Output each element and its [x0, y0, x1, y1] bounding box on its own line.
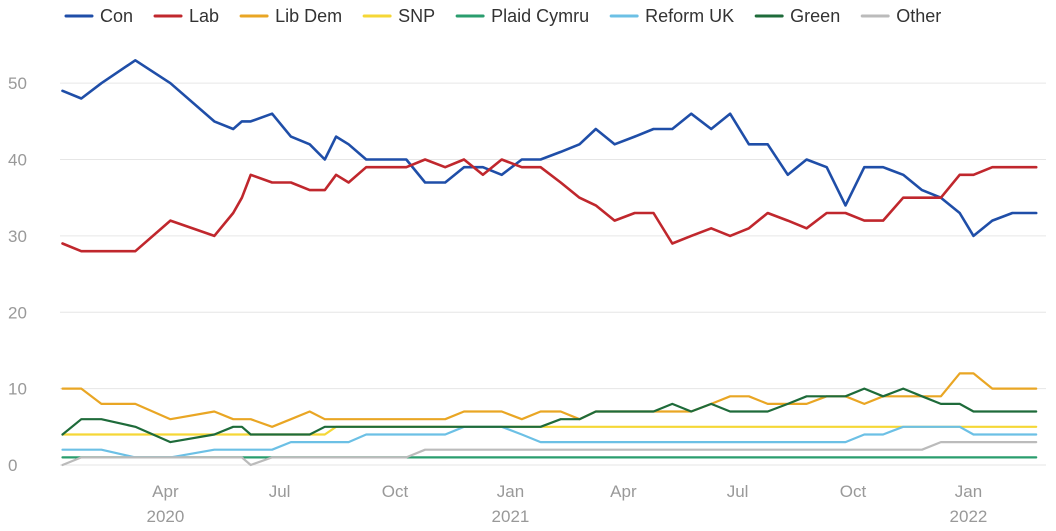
legend-label-con: Con [100, 6, 133, 26]
y-tick-label: 30 [8, 227, 27, 246]
x-tick-label: Jul [727, 482, 749, 501]
gridlines [60, 82, 1046, 466]
x-tick-label: Jul [269, 482, 291, 501]
y-tick-label: 50 [8, 74, 27, 93]
x-tick-label: Jan [955, 482, 982, 501]
legend-label-lib-dem: Lib Dem [275, 6, 342, 26]
series-line-other [61, 441, 1038, 467]
x-axis: Apr 2020 Jul Oct Jan 2021 Apr Jul Oct Jan 2022 [146, 482, 987, 526]
series-line-con [61, 58, 1038, 238]
y-tick-label: 40 [8, 151, 27, 170]
series-line-lab [61, 158, 1038, 253]
x-tick-year-label: 2022 [950, 507, 988, 526]
y-tick-label: 0 [8, 456, 17, 475]
x-tick-label: Apr [610, 482, 637, 501]
x-tick-label: Jan [497, 482, 524, 501]
legend-label-green: Green [790, 6, 840, 26]
series-line-lib-dem [61, 372, 1038, 428]
y-axis: 0 10 20 30 40 50 [8, 74, 27, 475]
series-lines [61, 58, 1038, 467]
x-tick-label: Oct [382, 482, 409, 501]
series-line-reform-uk [61, 425, 1038, 459]
x-tick-year-label: 2021 [492, 507, 530, 526]
legend-label-reform-uk: Reform UK [645, 6, 734, 26]
legend: Con Lab Lib Dem SNP Plaid Cymru Reform UK Gree… [64, 6, 941, 26]
legend-label-other: Other [896, 6, 941, 26]
series-line-green [61, 387, 1038, 444]
legend-label-plaid-cymru: Plaid Cymru [491, 6, 589, 26]
legend-label-lab: Lab [189, 6, 219, 26]
legend-label-snp: SNP [398, 6, 435, 26]
y-tick-label: 10 [8, 380, 27, 399]
x-tick-label: Apr [152, 482, 179, 501]
y-tick-label: 20 [8, 303, 27, 322]
x-tick-label: Oct [840, 482, 867, 501]
x-tick-year-label: 2020 [146, 507, 184, 526]
